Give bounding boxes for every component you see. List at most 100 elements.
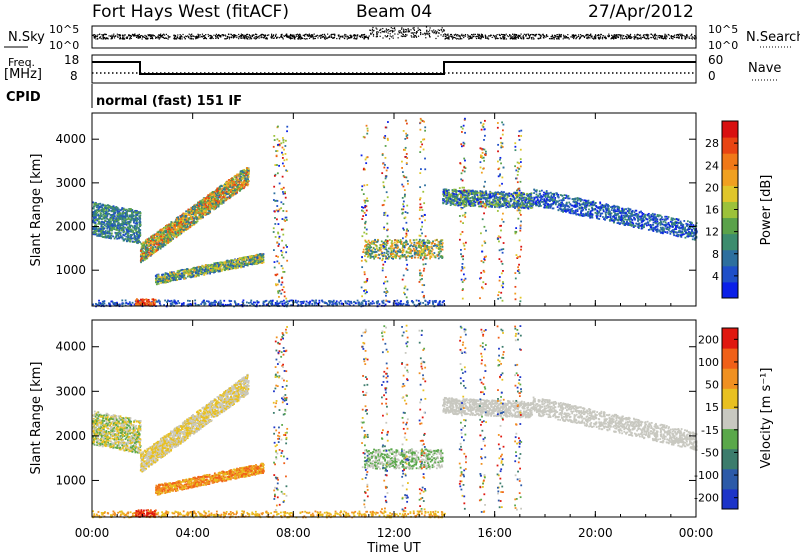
range-cell (171, 231, 174, 234)
freq-tick-high: 18 (64, 53, 79, 67)
range-cell (216, 190, 218, 193)
range-cell (152, 239, 155, 242)
range-cell (154, 246, 157, 248)
nsky-sample (612, 37, 614, 39)
range-cell (122, 221, 125, 224)
nsky-sample (193, 35, 195, 37)
range-cell (98, 205, 101, 208)
range-cell (177, 223, 180, 226)
nsky-sample (598, 38, 600, 40)
nsky-sample (663, 36, 666, 38)
nsky-sample (581, 34, 583, 37)
range-cell (114, 211, 117, 214)
range-cell (187, 213, 190, 216)
range-cell (114, 209, 117, 212)
range-cell (241, 265, 244, 268)
range-cell (103, 224, 106, 227)
range-cell (204, 270, 207, 273)
range-cell (160, 232, 163, 234)
range-cell (214, 271, 216, 273)
range-cell (139, 229, 142, 231)
nsky-sample (229, 36, 231, 38)
nsky-sample (242, 37, 245, 39)
range-cell (126, 210, 129, 213)
nsky-sample (321, 36, 323, 38)
nsky-sample (508, 35, 510, 38)
range-cell (99, 233, 102, 236)
nsky-sample (243, 35, 245, 38)
range-cell (238, 179, 240, 182)
nsky-sample (190, 34, 192, 36)
range-cell (120, 218, 122, 220)
nsky-sample (517, 34, 519, 37)
range-cell (176, 223, 179, 225)
range-cell (102, 228, 104, 231)
nsky-sample (474, 33, 476, 35)
range-cell (124, 233, 127, 236)
nsky-sample (323, 36, 325, 39)
nsky-sample (475, 35, 477, 38)
nsky-sample (403, 31, 405, 33)
range-cell (169, 280, 171, 283)
nsky-sample (558, 35, 560, 37)
nsky-sample (607, 35, 609, 37)
nsky-sample (287, 35, 289, 37)
range-cell (177, 234, 180, 237)
range-cell (227, 190, 230, 193)
nsky-sample (440, 34, 442, 36)
range-cell (210, 203, 213, 206)
nsky-sample (238, 33, 240, 36)
range-cell (237, 175, 240, 178)
range-cell (206, 200, 209, 203)
nsky-sample (115, 35, 117, 37)
range-cell (189, 224, 192, 227)
range-cell (189, 271, 192, 274)
range-cell (195, 221, 198, 224)
range-cell (137, 234, 140, 237)
nsky-sample (270, 34, 273, 36)
range-cell (94, 222, 97, 224)
range-cell (187, 272, 190, 274)
range-cell (246, 176, 249, 179)
nsky-sample (619, 34, 621, 36)
nsky-sample (530, 38, 533, 40)
range-cell (141, 250, 143, 252)
nsky-sample (289, 37, 291, 39)
nsky-sample (380, 28, 382, 30)
range-cell (112, 213, 114, 216)
range-cell (186, 225, 189, 228)
range-cell (169, 229, 172, 232)
nsky-sample (160, 34, 162, 37)
nsky-sample (673, 36, 676, 38)
range-cell (215, 199, 217, 202)
range-cell (219, 200, 222, 203)
range-cell (134, 236, 137, 239)
nsky-sample (419, 29, 421, 31)
nsky-sample (394, 29, 396, 31)
range-cell (100, 204, 103, 207)
range-cell (181, 214, 184, 217)
range-cell (140, 261, 142, 264)
nsky-sample (99, 37, 101, 39)
nsky-sample (244, 37, 246, 39)
range-cell (104, 214, 107, 217)
nsky-sample (106, 37, 108, 39)
range-cell (155, 239, 157, 242)
nsky-sample (535, 35, 537, 37)
range-cell (148, 243, 151, 245)
range-cell (203, 197, 205, 200)
nsky-sample (513, 37, 515, 39)
nsky-sample (369, 29, 371, 31)
range-cell (169, 236, 172, 239)
nsky-sample (514, 33, 516, 35)
range-cell (182, 230, 185, 233)
nsky-sample (469, 36, 471, 38)
range-cell (198, 267, 201, 270)
nsky-sample (623, 34, 625, 37)
nsky-sample (453, 34, 455, 36)
range-cell (151, 243, 154, 246)
range-cell (171, 222, 174, 225)
range-cell (157, 281, 160, 284)
nsky-sample (348, 37, 350, 39)
range-cell (243, 174, 246, 177)
